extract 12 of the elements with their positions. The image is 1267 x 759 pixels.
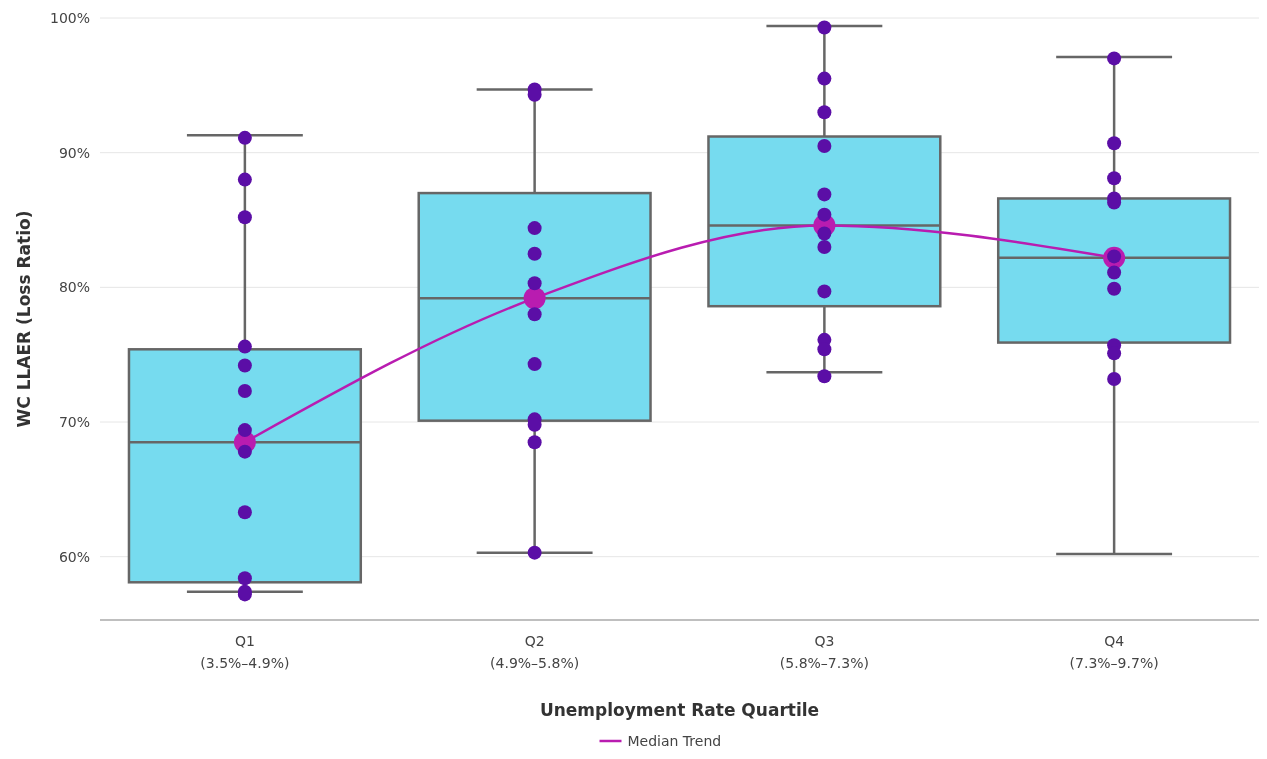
- x-tick-label: Q1 (3.5%–4.9%): [200, 633, 290, 671]
- x-tick-label: Q3 (5.8%–7.3%): [779, 633, 869, 671]
- y-tick-label: 70%: [58, 413, 90, 430]
- y-tick-label: 100%: [49, 9, 90, 26]
- y-tick-label: 60%: [58, 548, 90, 565]
- x-tick-label: Q4 (7.3%–9.7%): [1069, 633, 1159, 671]
- x-axis-title: Unemployment Rate Quartile: [539, 700, 820, 720]
- x-tick-label: Q2 (4.9%–5.8%): [490, 633, 580, 671]
- legend-label: Median Trend: [627, 732, 722, 749]
- y-tick-label: 80%: [58, 279, 90, 296]
- y-axis-title: WC LLAER (Loss Ratio): [14, 210, 34, 428]
- y-tick-label: 90%: [58, 144, 90, 161]
